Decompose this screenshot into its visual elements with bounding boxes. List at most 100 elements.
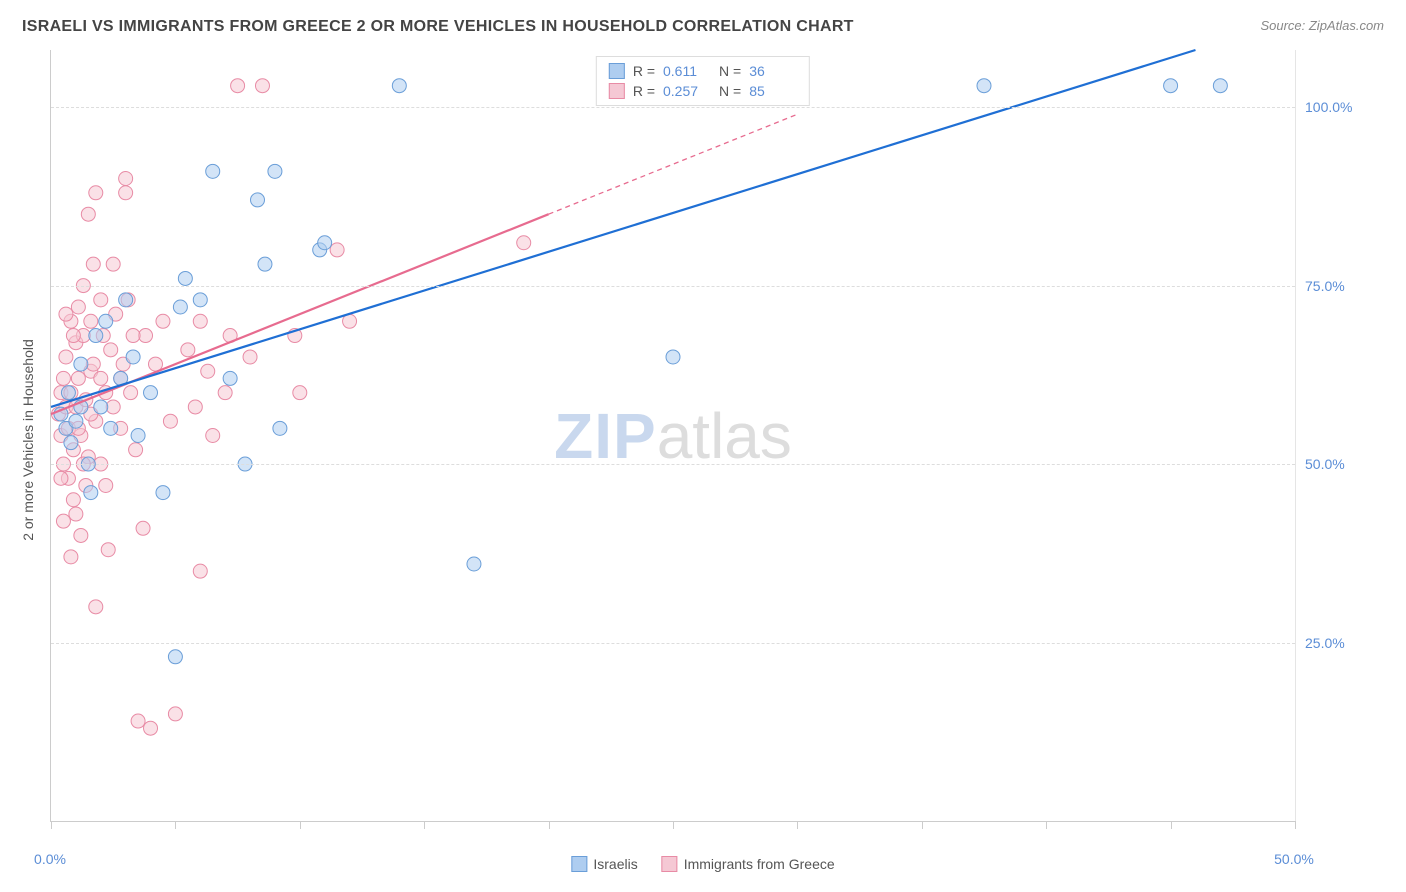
legend-r-label: R = — [633, 63, 655, 79]
data-point — [69, 507, 83, 521]
data-point — [129, 443, 143, 457]
legend-n-label: N = — [719, 83, 741, 99]
data-point — [64, 550, 78, 564]
xtick — [300, 821, 301, 829]
legend-r-value: 0.257 — [663, 83, 711, 99]
data-point — [223, 371, 237, 385]
xtick — [922, 821, 923, 829]
data-point — [193, 314, 207, 328]
legend-swatch — [609, 63, 625, 79]
data-point — [193, 564, 207, 578]
legend-n-label: N = — [719, 63, 741, 79]
data-point — [104, 343, 118, 357]
regression-line-greece-ext — [549, 114, 798, 214]
data-point — [268, 164, 282, 178]
ytick-label: 75.0% — [1305, 278, 1365, 294]
gridline — [51, 464, 1295, 465]
data-point — [71, 371, 85, 385]
data-point — [89, 186, 103, 200]
data-point — [106, 257, 120, 271]
data-point — [66, 329, 80, 343]
xtick — [549, 821, 550, 829]
xtick-label: 0.0% — [34, 851, 66, 867]
gridline — [51, 643, 1295, 644]
xtick — [51, 821, 52, 829]
legend-series: Israelis Immigrants from Greece — [571, 856, 834, 872]
data-point — [54, 471, 68, 485]
data-point — [318, 236, 332, 250]
data-point — [119, 293, 133, 307]
data-point — [977, 79, 991, 93]
data-point — [206, 429, 220, 443]
data-point — [392, 79, 406, 93]
data-point — [86, 357, 100, 371]
data-point — [71, 300, 85, 314]
data-point — [94, 371, 108, 385]
data-point — [255, 79, 269, 93]
legend-swatch — [662, 856, 678, 872]
data-point — [81, 207, 95, 221]
data-point — [56, 514, 70, 528]
legend-swatch — [571, 856, 587, 872]
xtick — [1171, 821, 1172, 829]
legend-item-label: Immigrants from Greece — [684, 856, 835, 872]
data-point — [273, 421, 287, 435]
legend-n-value: 36 — [749, 63, 797, 79]
legend-r-label: R = — [633, 83, 655, 99]
data-point — [206, 164, 220, 178]
data-point — [330, 243, 344, 257]
data-point — [84, 314, 98, 328]
y-axis-title: 2 or more Vehicles in Household — [20, 339, 36, 541]
xtick — [797, 821, 798, 829]
data-point — [59, 307, 73, 321]
xtick — [424, 821, 425, 829]
plot-svg — [51, 50, 1295, 821]
data-point — [293, 386, 307, 400]
data-point — [168, 650, 182, 664]
ytick-label: 25.0% — [1305, 635, 1365, 651]
legend-r-value: 0.611 — [663, 63, 711, 79]
legend-item: Israelis — [571, 856, 637, 872]
gridline — [51, 286, 1295, 287]
data-point — [61, 386, 75, 400]
xtick — [175, 821, 176, 829]
data-point — [74, 357, 88, 371]
data-point — [56, 371, 70, 385]
data-point — [181, 343, 195, 357]
legend-row: R =0.257N =85 — [609, 81, 797, 101]
legend-correlation: R =0.611N =36R =0.257N =85 — [596, 56, 810, 106]
data-point — [64, 436, 78, 450]
xtick — [1295, 821, 1296, 829]
data-point — [131, 429, 145, 443]
data-point — [59, 350, 73, 364]
legend-item: Immigrants from Greece — [662, 856, 835, 872]
data-point — [201, 364, 215, 378]
data-point — [131, 714, 145, 728]
data-point — [119, 172, 133, 186]
data-point — [467, 557, 481, 571]
data-point — [139, 329, 153, 343]
data-point — [126, 329, 140, 343]
data-point — [144, 721, 158, 735]
data-point — [144, 386, 158, 400]
data-point — [258, 257, 272, 271]
legend-row: R = 0.611 N = 36 — [609, 61, 797, 81]
chart-title: ISRAELI VS IMMIGRANTS FROM GREECE 2 OR M… — [22, 18, 854, 36]
xtick — [673, 821, 674, 829]
data-point — [666, 350, 680, 364]
data-point — [94, 400, 108, 414]
legend-item-label: Israelis — [593, 856, 637, 872]
legend-swatch — [609, 83, 625, 99]
data-point — [231, 79, 245, 93]
data-point — [69, 414, 83, 428]
data-point — [251, 193, 265, 207]
data-point — [66, 493, 80, 507]
data-point — [119, 186, 133, 200]
xtick-label: 50.0% — [1274, 851, 1314, 867]
data-point — [517, 236, 531, 250]
data-point — [218, 386, 232, 400]
data-point — [156, 486, 170, 500]
data-point — [188, 400, 202, 414]
data-point — [86, 257, 100, 271]
ytick-label: 100.0% — [1305, 99, 1365, 115]
